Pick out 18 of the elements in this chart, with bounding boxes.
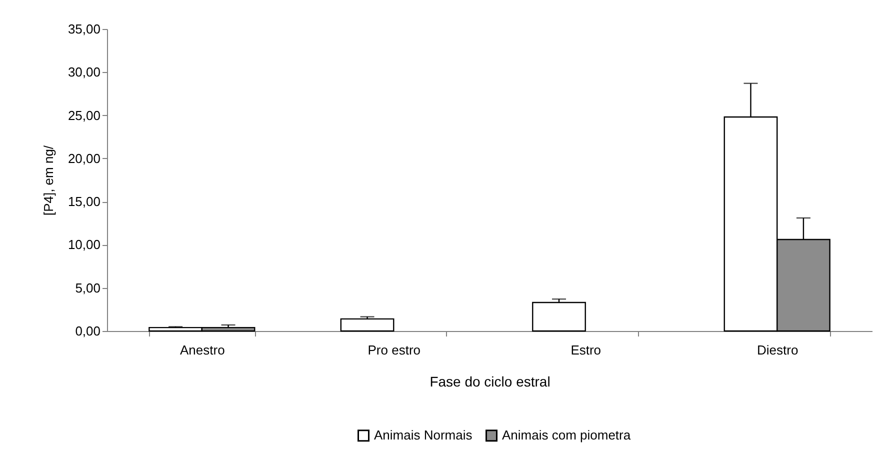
- x-axis-title: Fase do ciclo estral: [430, 374, 550, 390]
- x-tick-label: Anestro: [180, 342, 225, 358]
- legend-label: Animais com piometra: [502, 428, 632, 443]
- x-tick-label: Diestro: [757, 342, 798, 358]
- bar: [340, 318, 394, 332]
- y-tick-label: 0,00: [75, 324, 100, 338]
- x-tick-label: Pro estro: [368, 342, 421, 358]
- y-tick-label: 35,00: [68, 22, 100, 36]
- y-tick-label: 20,00: [68, 150, 100, 166]
- x-tick-label: Estro: [570, 342, 602, 358]
- legend-label: Animais Normais: [374, 428, 473, 443]
- bar: [532, 302, 586, 332]
- y-tick-label: 10,00: [68, 237, 100, 252]
- y-tick-label: 15,00: [68, 194, 100, 210]
- y-tick-label: 25,00: [68, 108, 100, 123]
- y-axis-title: [P4], em ng/: [40, 145, 56, 216]
- y-tick-label: 30,00: [68, 64, 100, 80]
- y-tick-label: 5,00: [75, 280, 100, 296]
